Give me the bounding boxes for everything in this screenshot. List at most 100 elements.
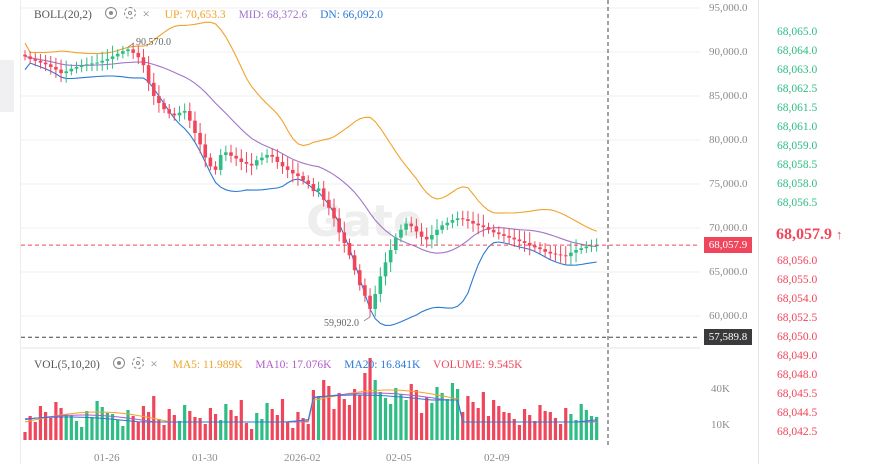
ma20-value: MA20: 16.841K (344, 359, 421, 371)
volume-bar (49, 418, 53, 440)
volume-bar (250, 429, 254, 440)
order-book[interactable] (760, 0, 872, 464)
bid-price[interactable]: 68,045.5 (777, 388, 818, 400)
volume-bar (353, 389, 357, 440)
ask-price[interactable]: 68,058.0 (777, 178, 818, 190)
candle-body (59, 69, 63, 74)
volume-bar (105, 413, 109, 440)
ask-price[interactable]: 68,061.5 (777, 102, 818, 114)
candle-body (445, 222, 450, 226)
candle-body (280, 162, 285, 167)
candle-body (383, 262, 388, 277)
volume-bar (172, 415, 176, 440)
volume-bar (260, 419, 264, 440)
candle-body (208, 157, 213, 167)
candle-body (533, 245, 537, 248)
volume-bar (296, 412, 300, 440)
bid-price[interactable]: 68,052.5 (777, 312, 818, 324)
candle-body (239, 158, 244, 162)
volume-bar (234, 416, 238, 440)
time-tick: 02-05 (386, 452, 412, 464)
close-icon[interactable]: × (150, 356, 158, 371)
volume-bar (430, 403, 434, 440)
ask-price[interactable]: 68,061.0 (777, 121, 818, 133)
volume-bar (28, 416, 32, 440)
bid-price[interactable]: 68,054.0 (777, 293, 818, 305)
price-tick: 60,000.0 (709, 310, 748, 322)
candle-body (167, 109, 171, 114)
volume-bar (342, 399, 346, 440)
ask-price[interactable]: 68,063.0 (777, 64, 818, 76)
candle-body (296, 173, 300, 177)
candle-body (512, 237, 517, 240)
settings-icon[interactable] (123, 7, 136, 19)
candle-body (543, 249, 547, 252)
time-tick: 2026-02 (284, 452, 321, 464)
candle-body (48, 64, 53, 67)
volume-bar (316, 396, 321, 440)
price-axis[interactable] (700, 0, 758, 464)
side-panel-handle[interactable] (0, 60, 14, 112)
high-label: 90,570.0 (136, 37, 171, 48)
eye-icon[interactable] (112, 357, 125, 369)
volume-bar (208, 408, 212, 440)
bid-price[interactable]: 68,048.0 (777, 369, 818, 381)
volume-bar (502, 412, 506, 440)
bid-price[interactable]: 68,050.0 (777, 331, 818, 343)
bid-price[interactable]: 68,042.5 (777, 426, 818, 438)
volume-bar (157, 419, 161, 440)
candle-body (301, 176, 305, 181)
mid-price: 68,057.9 ↑ (776, 226, 843, 244)
volume-bar (450, 383, 455, 440)
volume-bar (38, 406, 43, 440)
candle-body (285, 166, 290, 170)
candle-body (507, 235, 511, 238)
volume-bar (461, 412, 465, 440)
ma20-line (24, 394, 597, 423)
candle-body (146, 65, 151, 83)
volume-bar (347, 405, 352, 440)
candle-body (491, 229, 496, 233)
candle-body (306, 180, 311, 184)
candle-body (440, 225, 444, 230)
candle-body (419, 231, 424, 237)
ask-price[interactable]: 68,062.5 (777, 83, 818, 95)
candle-body (90, 63, 94, 65)
volume-bar (306, 424, 310, 440)
candle-body (172, 113, 177, 116)
candle-body (522, 241, 527, 243)
boll-label: BOLL(20,2) (34, 9, 92, 21)
candle-body (414, 226, 419, 232)
volume-bar (311, 390, 315, 440)
volume-bar (203, 424, 207, 440)
candle-body (589, 245, 594, 247)
candle-body (388, 250, 393, 263)
volume-bar (100, 407, 104, 440)
candle-body (95, 62, 99, 64)
volume-bar (255, 413, 259, 440)
volume-bar (275, 415, 279, 440)
volume-bar (116, 420, 120, 440)
ask-price[interactable]: 68,064.0 (777, 45, 818, 57)
eye-icon[interactable] (104, 7, 117, 19)
chart-area[interactable]: Gate 90,570.0 59,902.0 (20, 0, 701, 464)
close-icon[interactable]: × (142, 6, 150, 21)
candle-body (193, 120, 197, 133)
candle-body (394, 237, 398, 250)
bid-price[interactable]: 68,044.5 (777, 407, 818, 419)
volume-bar (574, 420, 578, 440)
bid-price[interactable]: 68,056.0 (777, 255, 818, 267)
volume-bar (584, 410, 588, 440)
ask-price[interactable]: 68,059.0 (777, 140, 818, 152)
ask-price[interactable]: 68,058.5 (777, 159, 818, 171)
settings-icon[interactable] (131, 357, 144, 369)
time-tick: 01-30 (192, 452, 218, 464)
bid-price[interactable]: 68,055.0 (777, 274, 818, 286)
candle-body (100, 60, 105, 63)
ask-price[interactable]: 68,056.5 (777, 197, 818, 209)
candle-body (321, 188, 326, 200)
ask-price[interactable]: 68,065.0 (777, 26, 818, 38)
volume-bar (553, 418, 558, 440)
bid-price[interactable]: 68,049.0 (777, 350, 818, 362)
